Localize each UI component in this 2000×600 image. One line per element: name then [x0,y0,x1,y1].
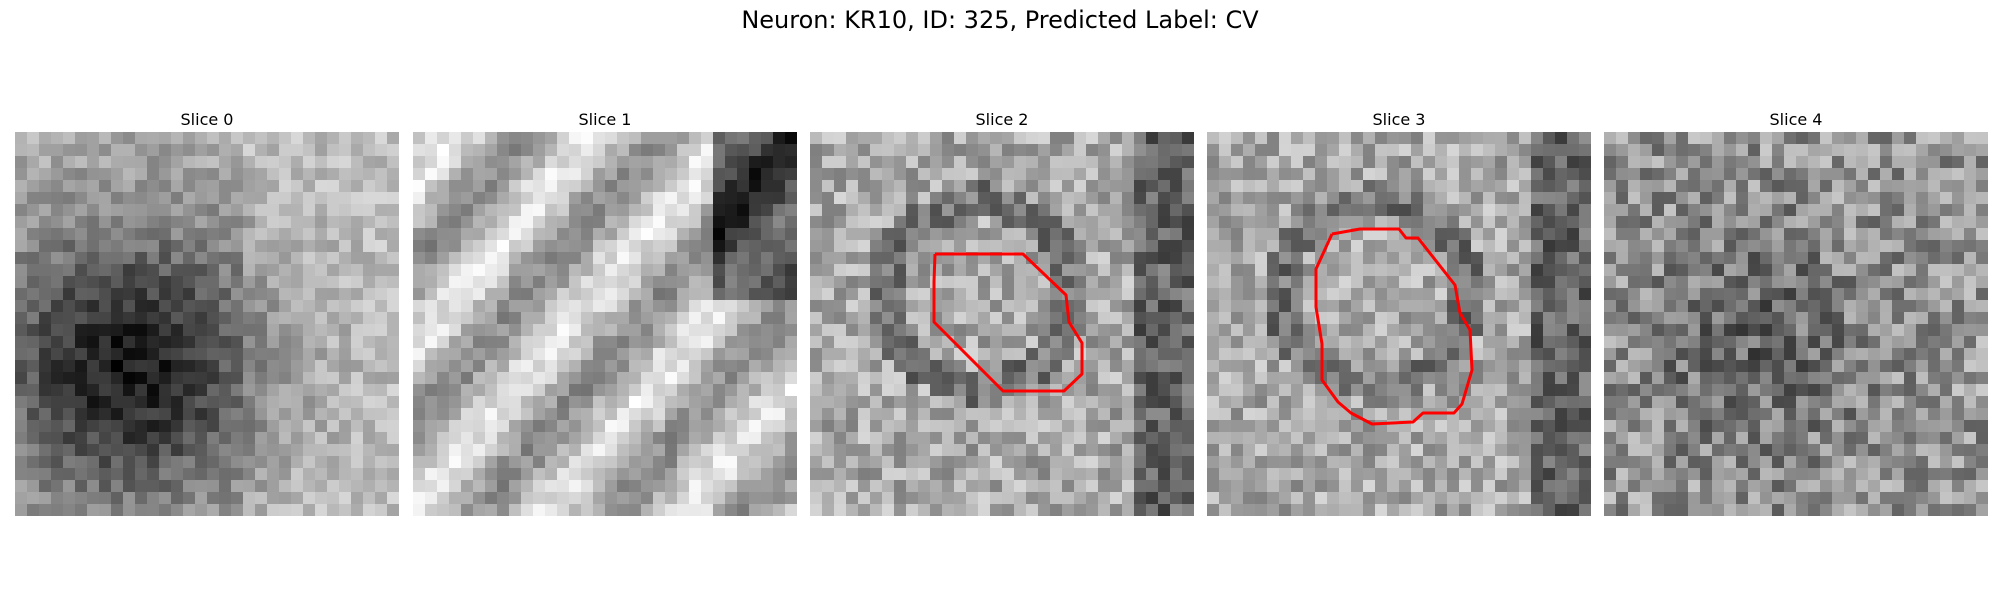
slice-panel-0: Slice 0 [15,108,399,516]
figure-title: Neuron: KR10, ID: 325, Predicted Label: … [741,6,1259,34]
slice-panel-3: Slice 3 [1207,108,1591,516]
slice-title: Slice 0 [180,110,234,129]
slice-image [1207,132,1591,516]
slice-panel-1: Slice 1 [413,108,797,516]
slice-image [413,132,797,516]
slice-title: Slice 1 [578,110,632,129]
segmentation-outline [1314,227,1474,426]
slice-image [1604,132,1988,516]
slice-panel-4: Slice 4 [1604,108,1988,516]
slice-title: Slice 2 [975,110,1029,129]
slice-title: Slice 3 [1372,110,1426,129]
slice-image [15,132,399,516]
slice-title: Slice 4 [1769,110,1823,129]
segmentation-outline [932,252,1084,393]
slice-image [810,132,1194,516]
slice-panel-2: Slice 2 [810,108,1194,516]
